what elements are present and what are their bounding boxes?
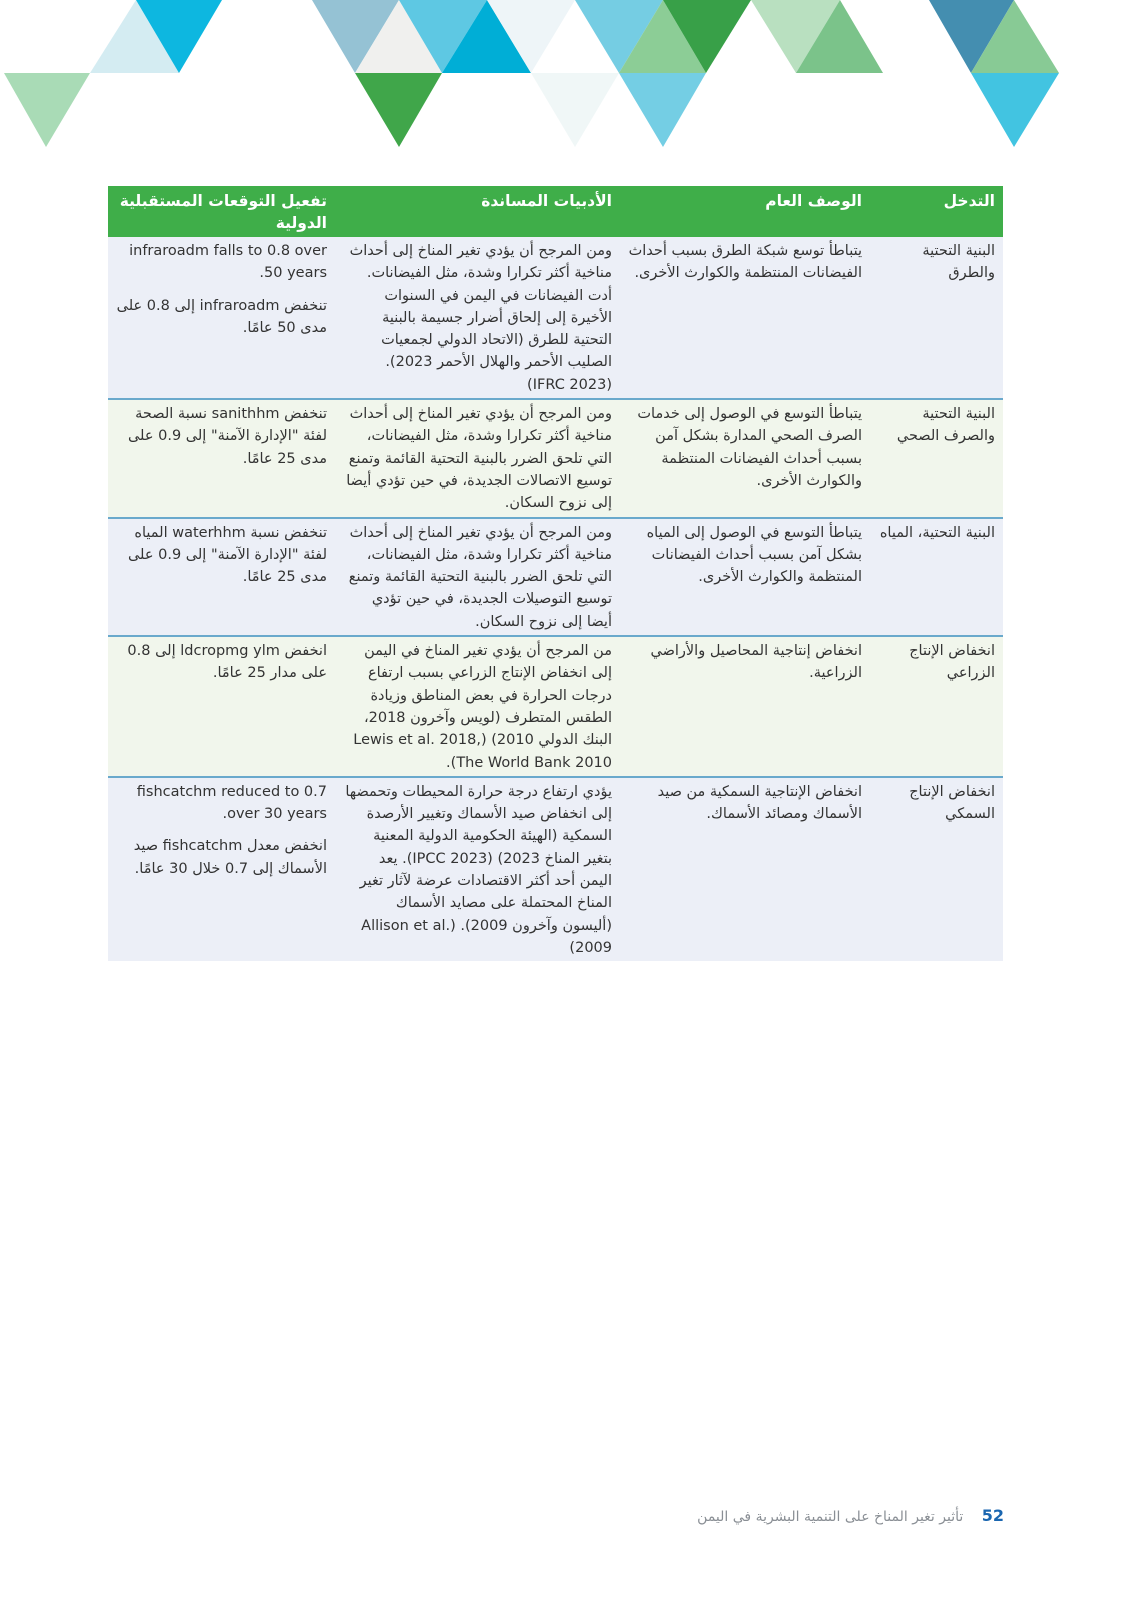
table-row: البنية التحتية، المياه يتباطأ التوسع في … (108, 516, 1003, 637)
cell-literature: ومن المرجح أن يؤدي تغير المناخ إلى أحداث… (335, 398, 620, 518)
triangle-shape (355, 73, 442, 147)
triangle-shape (971, 0, 1059, 73)
triangle-shape (442, 0, 531, 73)
cell-literature: ومن المرجح أن يؤدي تغير المناخ إلى أحداث… (335, 516, 620, 637)
climate-interventions-table: التدخل الوصف العام الأدبيات المساندة تفع… (108, 186, 1003, 962)
table-row: انخفاض الإنتاج السمكي انخفاض الإنتاجية ا… (108, 775, 1003, 962)
cell-projection: infraroadm falls to 0.8 over 50 years. تن… (108, 237, 335, 400)
cell-description: انخفاض إنتاجية المحاصيل والأراضي الزراعي… (620, 635, 870, 777)
cell-literature: من المرجح أن يؤدي تغير المناخ في اليمن إ… (335, 635, 620, 777)
cell-intervention: انخفاض الإنتاج السمكي (870, 775, 1003, 962)
triangle-shape (751, 0, 840, 73)
cell-description: يتباطأ التوسع في الوصول إلى خدمات الصرف … (620, 398, 870, 518)
triangle-shape (796, 0, 883, 73)
projection-ar: انخفض ldcropmg ylm إلى 0.8 على مدار 25 ع… (127, 643, 327, 682)
triangle-shape (531, 73, 619, 147)
triangle-shape (971, 73, 1059, 147)
table-row: البنية التحتية والطرق يتباطأ توسع شبكة ا… (108, 237, 1003, 400)
page-footer: 52 تأثير تغير المناخ على التنمية البشرية… (697, 1506, 1004, 1525)
triangle-shape (575, 0, 663, 73)
page-number: 52 (981, 1506, 1004, 1525)
cell-projection: تنخفض sanithhm نسبة الصحة لفئة "الإدارة … (108, 398, 335, 518)
cell-description: يتباطأ توسع شبكة الطرق بسبب أحداث الفيضا… (620, 237, 870, 400)
projection-ar: تنخفض نسبة waterhhm المياه لفئة "الإدارة… (127, 524, 327, 586)
triangle-shape (929, 0, 1014, 73)
triangle-shape (619, 0, 706, 73)
cell-literature: ومن المرجح أن يؤدي تغير المناخ إلى أحداث… (335, 237, 620, 400)
decorative-triangles (4, 0, 1059, 147)
cell-intervention: البنية التحتية والطرق (870, 237, 1003, 400)
cell-description: انخفاض الإنتاجية السمكية من صيد الأسماك … (620, 775, 870, 962)
table-header-row: التدخل الوصف العام الأدبيات المساندة تفع… (108, 186, 1003, 237)
triangle-shape (136, 0, 222, 73)
projection-ar: تنخفض infraroadm إلى 0.8 على مدى 50 عامً… (116, 297, 327, 336)
cell-projection: تنخفض نسبة waterhhm المياه لفئة "الإدارة… (108, 516, 335, 637)
triangle-shape (619, 73, 706, 147)
header-description: الوصف العام (620, 186, 870, 237)
cell-projection: fishcatchm reduced to 0.7 over 30 years.… (108, 775, 335, 962)
cell-intervention: البنية التحتية والصرف الصحي (870, 398, 1003, 518)
triangle-shape (90, 0, 179, 73)
header-literature: الأدبيات المساندة (335, 186, 620, 237)
header-projection: تفعيل التوقعات المستقبلية الدولية (108, 186, 335, 237)
cell-literature: يؤدي ارتفاع درجة حرارة المحيطات وتحمضها … (335, 775, 620, 962)
triangle-shape (399, 0, 487, 73)
cell-intervention: انخفاض الإنتاج الزراعي (870, 635, 1003, 777)
cell-description: يتباطأ التوسع في الوصول إلى المياه بشكل … (620, 516, 870, 637)
cell-projection: انخفض ldcropmg ylm إلى 0.8 على مدار 25 ع… (108, 635, 335, 777)
projection-en: fishcatchm reduced to 0.7 over 30 years. (136, 783, 327, 823)
triangle-shape (4, 73, 90, 147)
header-intervention: التدخل (870, 186, 1003, 237)
cell-intervention: البنية التحتية، المياه (870, 516, 1003, 637)
projection-ar: انخفض معدل fishcatchm صيد الأسماك إلى 0.… (133, 838, 327, 877)
triangle-shape (663, 0, 751, 73)
projection-en: infraroadm falls to 0.8 over 50 years. (129, 243, 327, 282)
triangle-shape (355, 0, 442, 73)
footer-title: تأثير تغير المناخ على التنمية البشرية في… (697, 1509, 964, 1525)
table-row: انخفاض الإنتاج الزراعي انخفاض إنتاجية ال… (108, 635, 1003, 777)
triangle-shape (312, 0, 399, 73)
table-row: البنية التحتية والصرف الصحي يتباطأ التوس… (108, 398, 1003, 518)
triangle-shape (487, 0, 575, 73)
projection-ar: تنخفض sanithhm نسبة الصحة لفئة "الإدارة … (127, 406, 327, 467)
